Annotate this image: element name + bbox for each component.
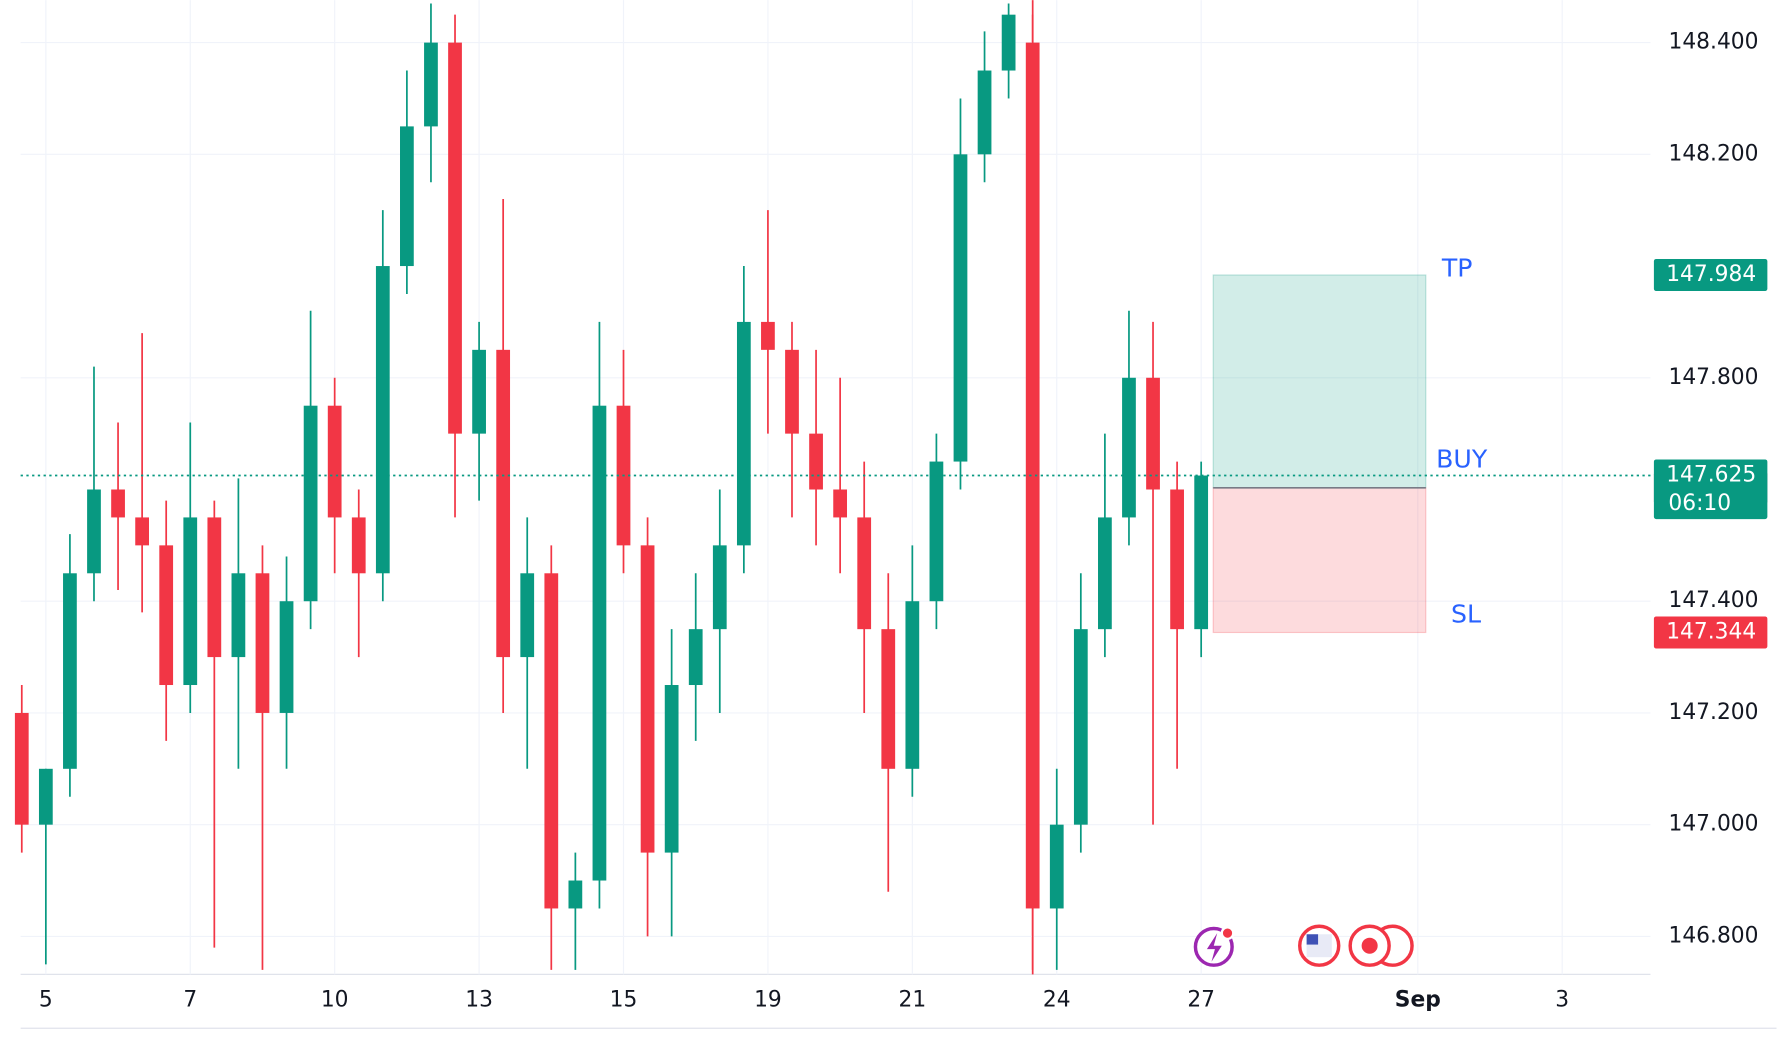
candle-body <box>905 601 920 769</box>
x-tick-label: 3 <box>1555 988 1569 1013</box>
candle-body <box>472 349 486 434</box>
event-icons <box>1193 924 1414 967</box>
candle-body <box>1194 475 1209 630</box>
candle-body <box>496 349 511 658</box>
candle-body <box>255 573 270 713</box>
candle-body <box>183 517 198 686</box>
candle-body <box>929 461 944 602</box>
candle-body <box>279 601 294 713</box>
candle-body <box>664 685 679 853</box>
y-tick-label: 146.800 <box>1668 923 1758 948</box>
candle-body <box>1001 14 1016 71</box>
candle-body <box>785 349 799 434</box>
candle-body <box>688 629 703 686</box>
candle-body <box>375 266 390 574</box>
candle-body <box>87 489 101 574</box>
x-tick-label: 21 <box>898 988 926 1013</box>
candle-body <box>568 880 583 909</box>
candle-body <box>544 573 559 909</box>
candle-body <box>881 629 896 769</box>
candle-body <box>953 154 968 462</box>
candle-body <box>520 573 535 658</box>
candle-body <box>351 517 366 574</box>
loss-zone <box>1212 487 1427 634</box>
candle-body <box>712 545 727 630</box>
last-price-tag-bg <box>1653 459 1768 520</box>
candle-body <box>1073 629 1088 825</box>
x-tick-label: 5 <box>39 988 53 1013</box>
buy-label: BUY <box>1436 444 1488 473</box>
x-tick-label: Sep <box>1395 988 1441 1013</box>
tp-price-tag-bg <box>1653 258 1768 292</box>
candle-body <box>448 42 462 434</box>
candle-body <box>303 405 318 602</box>
profit-zone <box>1212 274 1427 489</box>
candle-body <box>857 517 872 630</box>
y-tick-label: 147.200 <box>1668 700 1758 725</box>
sl-price-tag: 147.344 <box>1666 620 1756 645</box>
x-tick-label: 24 <box>1043 988 1071 1013</box>
candle-body <box>327 405 342 518</box>
candle-body <box>38 768 53 825</box>
candle-body <box>833 489 848 518</box>
candle-body <box>1098 517 1112 630</box>
candle-body <box>14 712 29 825</box>
candle-body <box>231 573 246 658</box>
candle-body <box>809 433 823 490</box>
x-tick-label: 7 <box>183 988 197 1013</box>
candle-body <box>1122 377 1136 518</box>
candle-body <box>111 489 125 518</box>
candle-body <box>1025 42 1040 909</box>
candle-body <box>1049 824 1064 909</box>
candle-body <box>424 42 438 127</box>
candle-body <box>159 545 174 686</box>
last-price-tag: 147.625 <box>1666 463 1756 488</box>
candle-body <box>977 70 992 155</box>
sl-label: SL <box>1451 599 1481 628</box>
sl-price-tag-bg <box>1653 616 1768 649</box>
tp-label: TP <box>1441 253 1473 282</box>
y-tick-label: 148.400 <box>1668 30 1758 55</box>
candle-body <box>400 126 414 267</box>
y-tick-label: 147.000 <box>1668 812 1758 837</box>
y-tick-label: 148.200 <box>1668 141 1758 166</box>
x-tick-label: 13 <box>465 988 493 1013</box>
countdown: 06:10 <box>1668 491 1731 516</box>
candle-body <box>63 573 77 769</box>
candle-body <box>1146 377 1160 490</box>
y-tick-label: 147.800 <box>1668 365 1758 390</box>
candle-body <box>736 321 751 546</box>
candle-body <box>1170 489 1184 630</box>
candle-body <box>207 517 222 658</box>
x-tick-label: 10 <box>321 988 349 1013</box>
x-tick-label: 15 <box>610 988 638 1013</box>
y-tick-label: 147.400 <box>1668 588 1758 613</box>
candle-body <box>761 321 775 350</box>
x-tick-label: 27 <box>1187 988 1215 1013</box>
tp-price-tag: 147.984 <box>1666 262 1756 287</box>
candle-body <box>135 517 149 546</box>
x-tick-label: 19 <box>754 988 782 1013</box>
candle-body <box>592 405 607 881</box>
candle-body <box>640 545 655 853</box>
